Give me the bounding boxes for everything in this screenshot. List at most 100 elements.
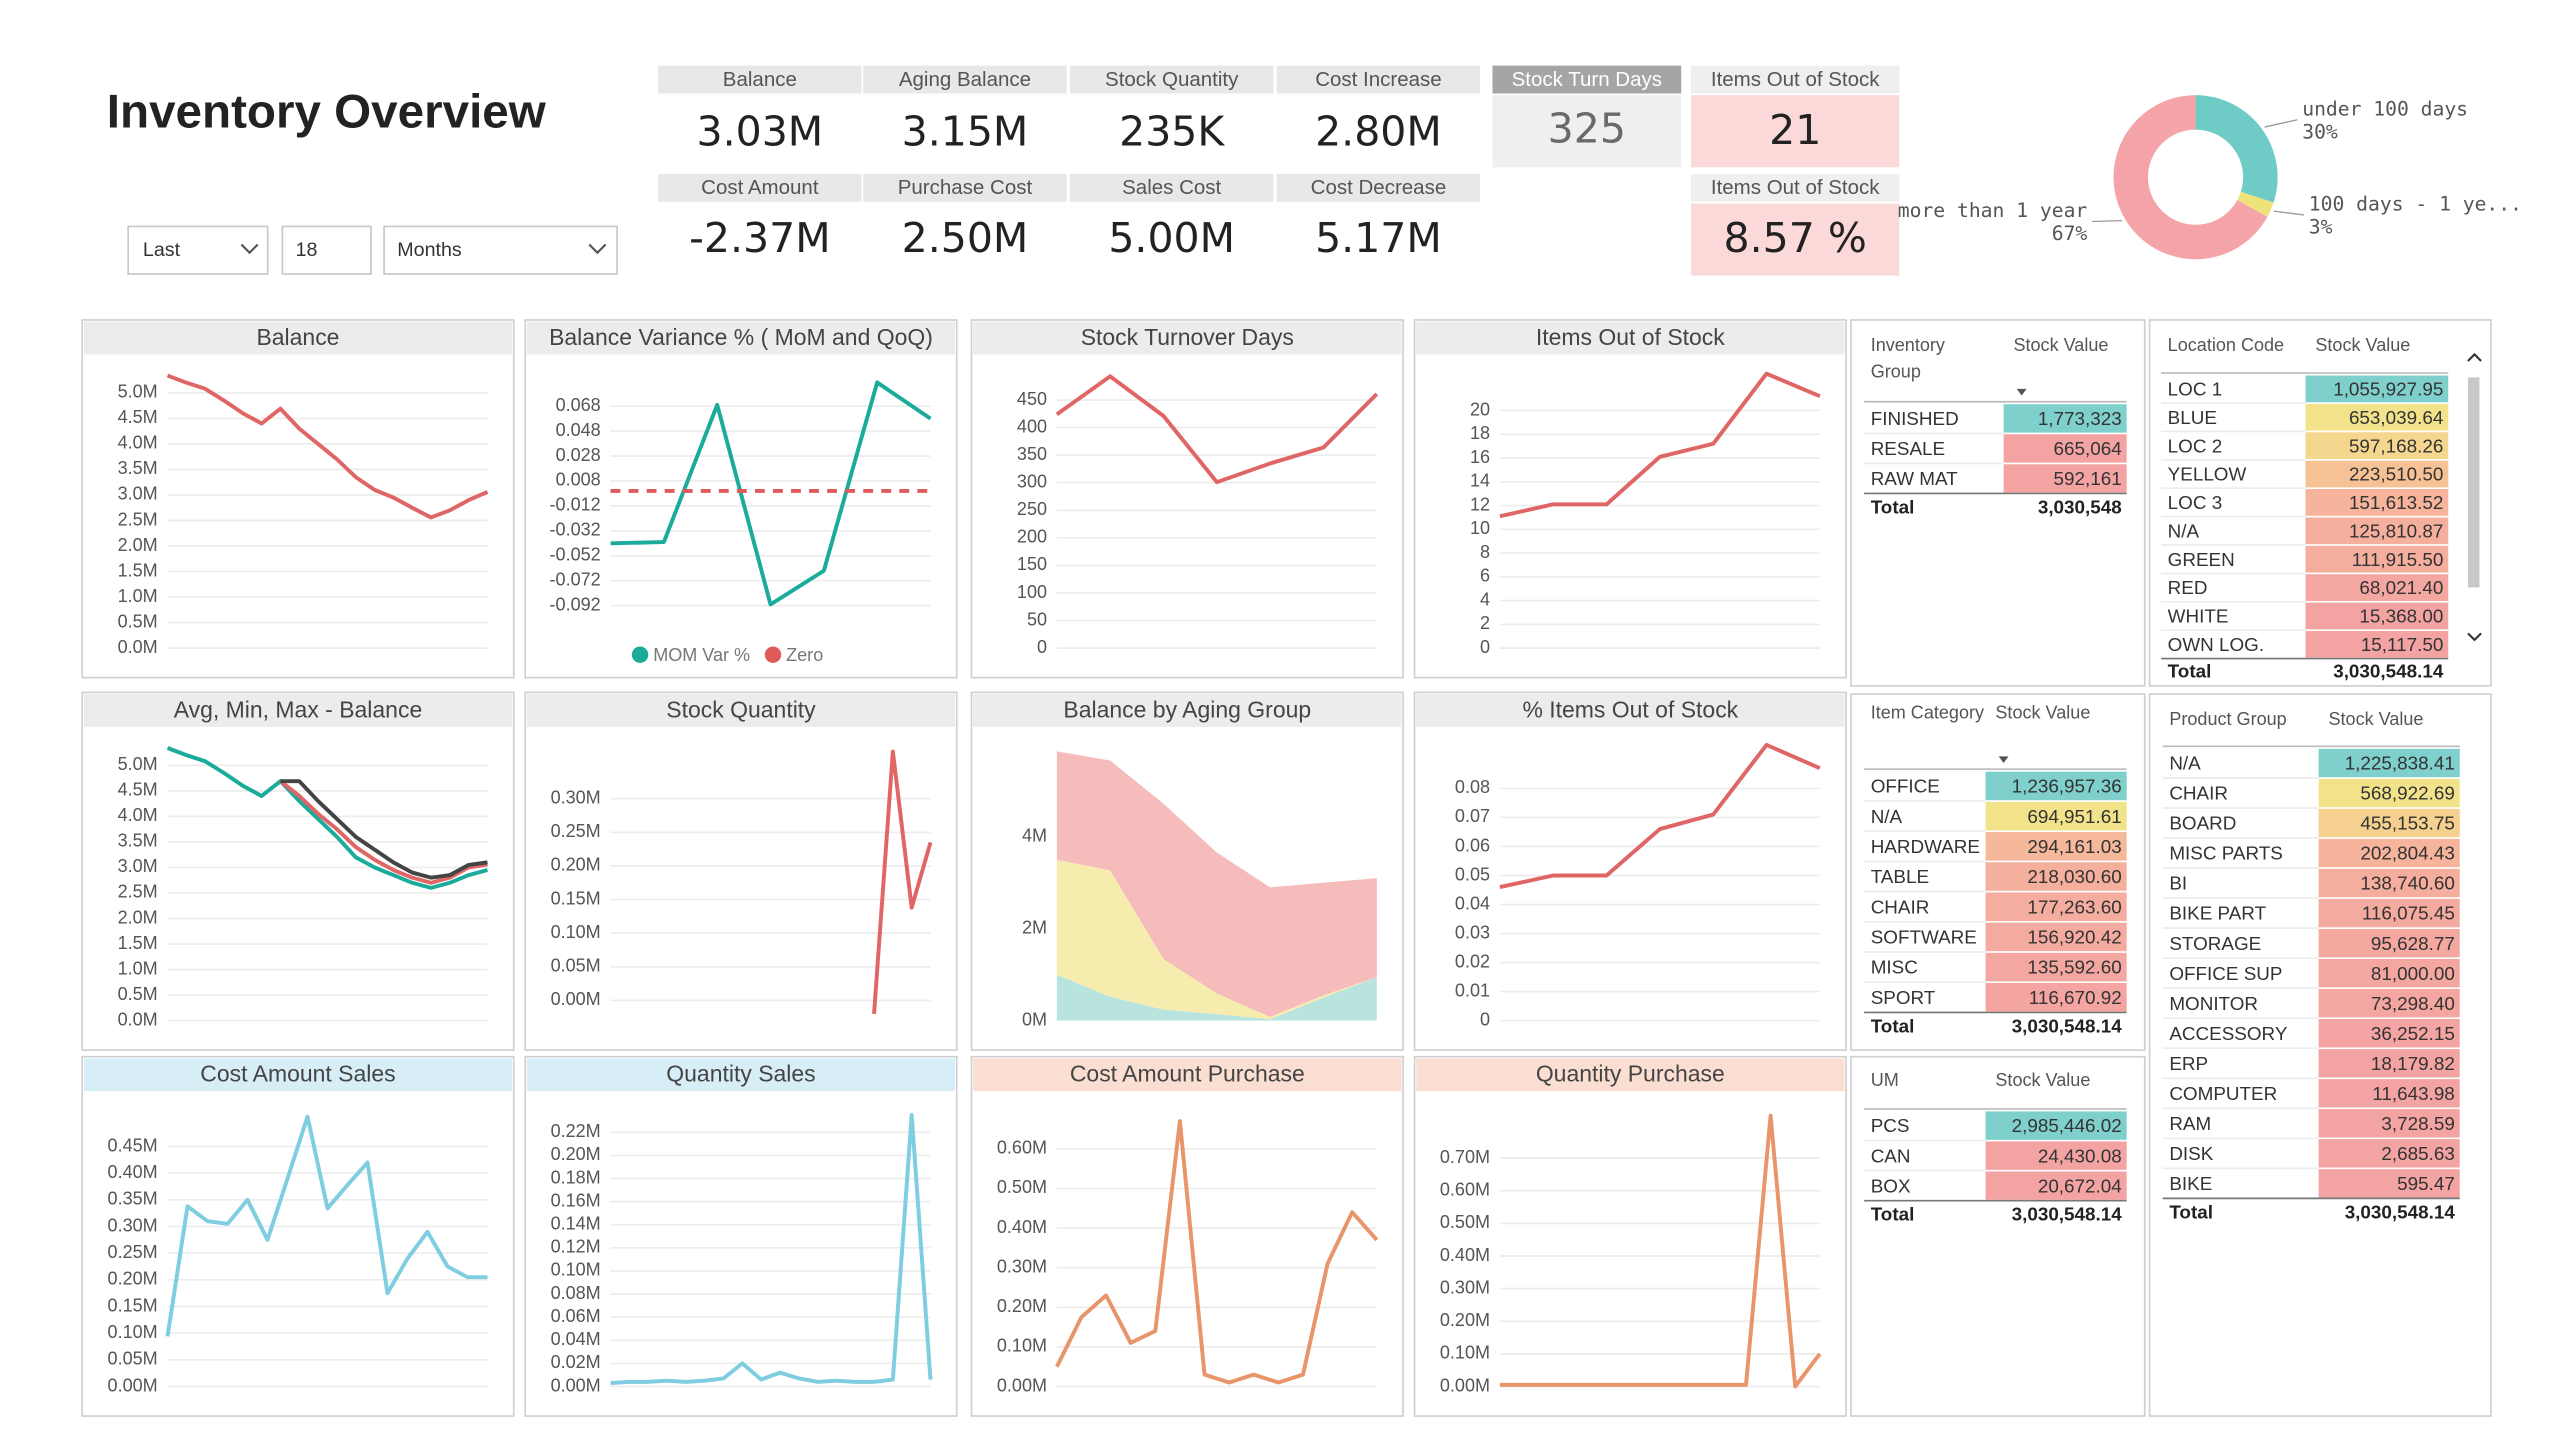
y-tick-label: 0.5M xyxy=(118,984,158,1004)
kpi-header-bg xyxy=(1276,65,1481,94)
value-cell-bg xyxy=(2318,838,2460,868)
y-tick-label: 4.0M xyxy=(118,805,158,825)
chart-title: Cost Amount Sales xyxy=(200,1061,395,1087)
kpi-label: Aging Balance xyxy=(899,68,1031,91)
row-label: BI xyxy=(2169,873,2187,894)
chart-title: Stock Quantity xyxy=(666,696,816,722)
dropdown-chevron[interactable] xyxy=(588,243,607,255)
row-label: PCS xyxy=(1871,1115,1910,1136)
filter-box[interactable] xyxy=(281,225,372,275)
y-tick-label: 0.40M xyxy=(997,1217,1047,1237)
row-value: 68,021.40 xyxy=(2359,577,2443,598)
row-label: LOC 3 xyxy=(2168,492,2223,513)
row-value: 111,915.50 xyxy=(2352,549,2444,570)
value-cell-bg xyxy=(2318,1049,2460,1078)
chart-panel xyxy=(1413,319,1847,679)
total-value: 3,030,548 xyxy=(2038,496,2122,517)
row-label: RAW MAT xyxy=(1871,468,1958,489)
value-cell-bg xyxy=(2305,630,2449,658)
kpi-header-bg xyxy=(863,65,1067,94)
row-value: 15,368.00 xyxy=(2359,606,2443,627)
y-tick-label: 0.06M xyxy=(551,1306,601,1326)
chart-title: Balance by Aging Group xyxy=(1063,696,1311,722)
y-tick-label: 0.04M xyxy=(551,1329,601,1349)
y-tick-label: 0.10M xyxy=(997,1336,1047,1356)
leader-line xyxy=(2092,219,2123,223)
row-label: RAM xyxy=(2169,1113,2211,1134)
y-tick-label: 0.40M xyxy=(108,1162,158,1182)
donut-label: under 100 days xyxy=(2302,97,2468,120)
y-tick-label: 0.15M xyxy=(551,888,601,908)
row-value: 694,951.61 xyxy=(2027,806,2121,827)
chart-panel xyxy=(81,691,515,1051)
chart-title-bg xyxy=(83,321,513,355)
y-tick-label: 0.25M xyxy=(551,821,601,841)
value-cell-bg xyxy=(2318,1079,2460,1108)
chart-panel xyxy=(1413,691,1847,1051)
y-tick-label: 0.05M xyxy=(108,1349,158,1369)
y-tick-label: 0.16M xyxy=(551,1190,601,1210)
table-header-box: Location Code xyxy=(2168,336,2284,356)
y-tick-label: 0.00M xyxy=(108,1375,158,1395)
table-header: UM xyxy=(1870,1071,1899,1092)
kpi-label: Cost Decrease xyxy=(1311,176,1447,199)
dashboard-title: Inventory Overview xyxy=(107,85,547,138)
row-value: 95,628.77 xyxy=(2371,933,2455,954)
row-label: BIKE PART xyxy=(2169,903,2266,924)
dropdown-chevron[interactable] xyxy=(240,243,259,255)
row-label: STORAGE xyxy=(2169,933,2261,954)
kpi-header-bg xyxy=(1069,173,1274,202)
value-cell-bg xyxy=(2305,403,2449,431)
filter-text[interactable]: 18 xyxy=(296,239,318,261)
y-tick-label: 0.08 xyxy=(1455,777,1490,797)
filter-text[interactable]: Last xyxy=(143,239,181,261)
value-cell-bg xyxy=(1985,801,2127,831)
row-label: N/A xyxy=(2169,753,2201,774)
row-label: N/A xyxy=(2168,520,2200,541)
row-label: DISK xyxy=(2169,1143,2213,1164)
y-tick-label: 0.30M xyxy=(997,1256,1047,1276)
data-line xyxy=(610,1113,933,1385)
kpi-header-bg xyxy=(658,65,862,94)
row-label: LOC 1 xyxy=(2168,378,2223,399)
chart-title-bg xyxy=(526,1058,956,1092)
y-tick-label: 8 xyxy=(1480,542,1490,562)
kpi-header-bg xyxy=(1276,173,1481,202)
y-tick-label: 0.60M xyxy=(997,1138,1047,1158)
value-cell-bg xyxy=(2305,602,2449,630)
row-value: 218,030.60 xyxy=(2027,866,2121,887)
value-cell-bg xyxy=(2318,748,2460,778)
y-tick-label: 0.20M xyxy=(1440,1310,1490,1330)
y-tick-label: 20 xyxy=(1470,399,1490,419)
table-header: Inventory Group xyxy=(1870,336,1945,383)
value-cell-bg xyxy=(1985,862,2127,891)
row-label: OFFICE SUP xyxy=(2169,963,2282,984)
table-panel xyxy=(1850,319,2146,687)
row-value: 11,643.98 xyxy=(2372,1083,2455,1104)
row-value: 116,670.92 xyxy=(2029,987,2122,1008)
row-label: BOARD xyxy=(2169,813,2236,834)
y-tick-label: 200 xyxy=(1017,527,1047,547)
row-value: 177,263.60 xyxy=(2027,896,2121,917)
kpi-value-bg xyxy=(1492,95,1682,168)
y-tick-label: 0.30M xyxy=(1440,1277,1490,1297)
row-value: 24,430.08 xyxy=(2038,1145,2122,1166)
y-tick-label: 300 xyxy=(1017,471,1047,491)
row-label: RESALE xyxy=(1871,438,1945,459)
table-header: Item Category xyxy=(1870,703,1985,724)
leader-line xyxy=(2273,210,2304,216)
filter-box[interactable] xyxy=(127,225,269,275)
y-tick-label: 50 xyxy=(1027,609,1047,629)
table-header-box: Stock Value xyxy=(2315,336,2410,356)
filter-text[interactable]: Months xyxy=(397,239,462,261)
y-tick-label: 4M xyxy=(1022,826,1047,846)
value-cell-bg xyxy=(2003,404,2127,433)
y-tick-label: 5.0M xyxy=(118,382,158,402)
data-line xyxy=(1055,374,1379,485)
filter-box[interactable] xyxy=(383,225,618,275)
scrollbar-thumb[interactable] xyxy=(2467,377,2480,588)
kpi-value: 5.17M xyxy=(1315,214,1442,262)
kpi-header-bg xyxy=(1691,173,1900,202)
chart-title: % Items Out of Stock xyxy=(1522,696,1738,722)
kpi-label: Balance xyxy=(723,68,797,91)
